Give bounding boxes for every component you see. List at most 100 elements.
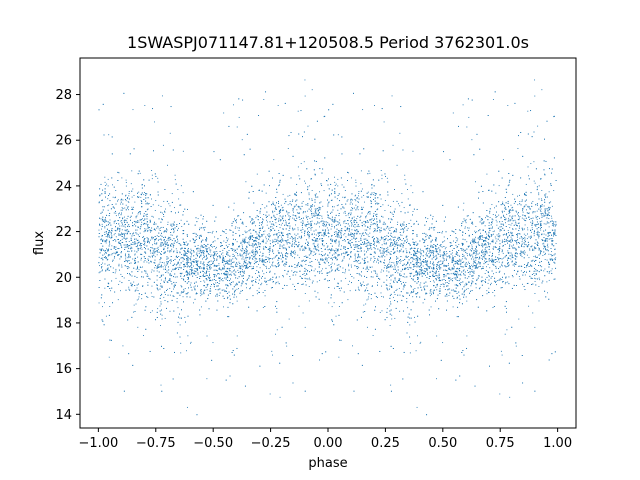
data-point	[317, 209, 319, 211]
data-point	[286, 345, 288, 347]
data-point	[104, 192, 106, 194]
data-point	[111, 260, 113, 262]
data-point	[502, 261, 504, 263]
data-point	[182, 211, 184, 212]
data-point	[282, 232, 284, 234]
data-point	[161, 314, 163, 316]
data-point	[394, 294, 396, 295]
data-point	[400, 274, 402, 276]
data-point	[407, 266, 409, 268]
data-point	[203, 271, 204, 272]
data-point	[354, 246, 355, 248]
data-point	[272, 201, 274, 203]
data-point	[259, 251, 261, 253]
data-point	[438, 254, 440, 255]
data-point	[207, 269, 209, 270]
data-point	[502, 252, 504, 254]
data-point	[142, 266, 143, 268]
data-point	[379, 256, 381, 258]
data-point	[511, 218, 513, 220]
data-point	[330, 218, 332, 220]
data-point	[128, 201, 130, 203]
data-point	[295, 234, 297, 236]
data-point	[101, 270, 103, 272]
data-point	[398, 238, 400, 240]
data-point	[344, 233, 346, 234]
data-point	[302, 227, 304, 229]
data-point	[487, 263, 489, 265]
data-point	[258, 263, 259, 265]
data-point	[456, 252, 458, 254]
data-point	[152, 244, 153, 246]
data-point	[107, 185, 109, 187]
data-point	[489, 251, 491, 253]
data-point	[318, 232, 320, 234]
data-point	[494, 207, 495, 209]
data-point	[186, 350, 187, 352]
data-point	[411, 291, 412, 292]
data-point	[465, 222, 467, 224]
data-point	[291, 266, 293, 267]
data-point	[435, 258, 437, 260]
data-point	[452, 260, 454, 261]
data-point	[158, 266, 160, 268]
data-point	[347, 234, 349, 236]
data-point	[335, 257, 336, 259]
data-point	[291, 256, 293, 258]
data-point	[270, 278, 272, 280]
data-point	[196, 262, 198, 264]
data-point	[436, 269, 438, 270]
data-point	[223, 257, 225, 258]
data-point	[430, 289, 432, 291]
data-point	[272, 245, 274, 247]
data-point	[376, 237, 378, 239]
data-point	[499, 279, 501, 281]
data-point	[203, 257, 205, 259]
data-point	[501, 239, 503, 241]
data-point	[304, 277, 306, 279]
data-point	[255, 217, 257, 219]
data-point	[407, 292, 409, 294]
data-point	[218, 288, 220, 290]
data-point	[334, 192, 336, 194]
data-point	[500, 287, 502, 289]
data-point	[119, 258, 121, 260]
data-point	[461, 258, 463, 260]
data-point	[407, 261, 409, 263]
data-point	[242, 221, 244, 223]
data-point	[305, 215, 307, 217]
data-point	[548, 279, 550, 281]
data-point	[431, 246, 433, 248]
data-point	[518, 265, 520, 267]
data-point	[496, 234, 498, 236]
data-point	[328, 265, 330, 267]
data-point	[168, 236, 170, 238]
data-point	[320, 207, 322, 209]
data-point	[311, 198, 313, 200]
data-point	[467, 227, 468, 229]
data-point	[426, 262, 428, 264]
data-point	[492, 292, 494, 293]
data-point	[177, 307, 179, 309]
data-point	[373, 242, 375, 244]
data-point	[174, 224, 175, 226]
data-point	[337, 134, 339, 136]
data-point	[457, 246, 459, 247]
data-point	[197, 272, 199, 274]
data-point	[479, 244, 481, 246]
data-point	[121, 235, 123, 237]
data-point	[541, 266, 543, 268]
data-point	[255, 243, 257, 245]
data-point	[114, 233, 116, 234]
data-point	[166, 288, 168, 290]
data-point	[161, 212, 163, 214]
data-point	[365, 268, 367, 270]
data-point	[323, 222, 325, 224]
data-point	[138, 221, 140, 223]
data-point	[222, 249, 224, 251]
data-point	[430, 244, 432, 246]
data-point	[120, 214, 122, 216]
data-point	[317, 243, 319, 245]
data-point	[113, 212, 115, 214]
data-point	[353, 277, 355, 279]
